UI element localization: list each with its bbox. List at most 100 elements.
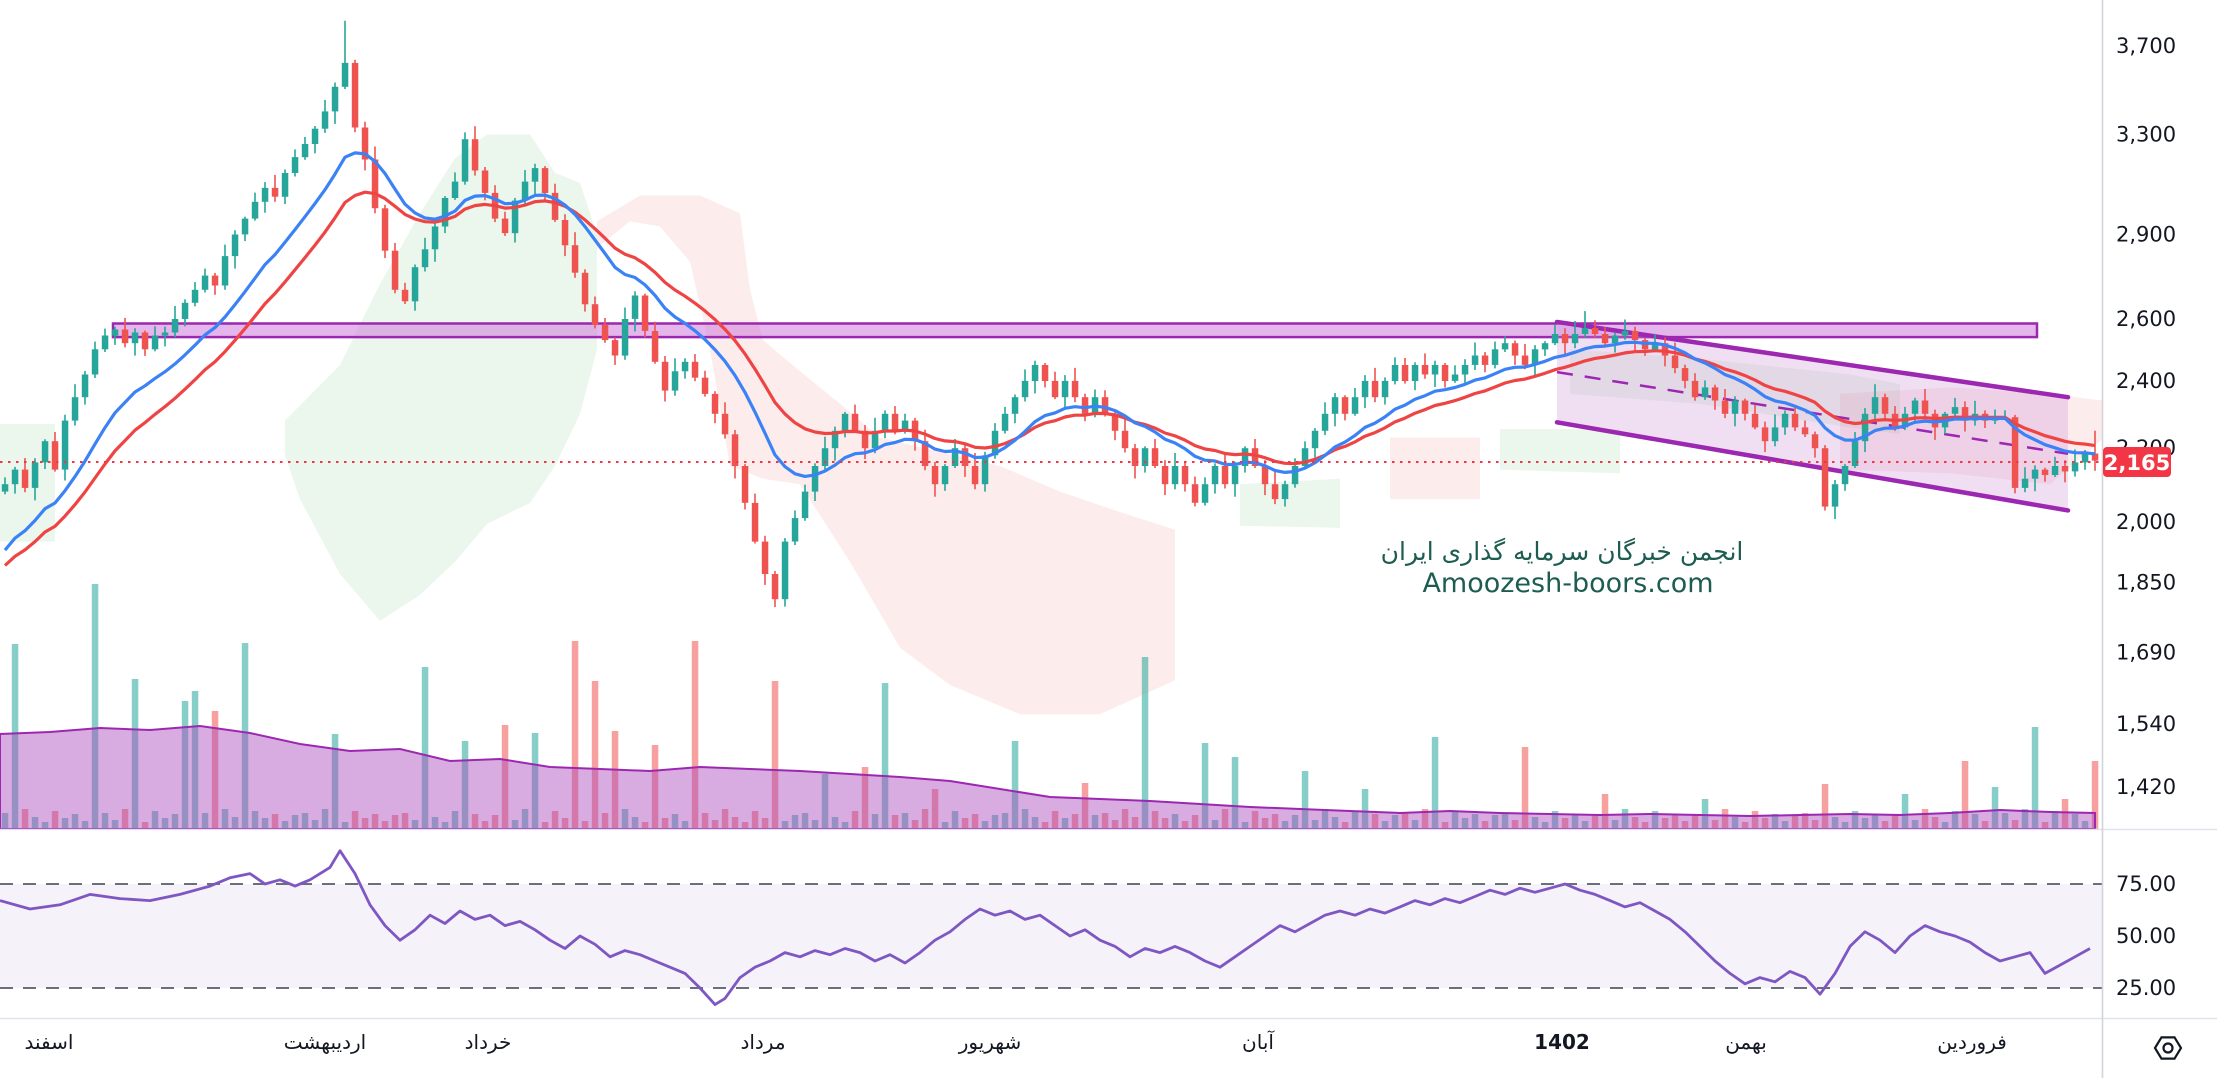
candle-body — [641, 295, 649, 331]
watermark-line-2: Amoozesh-boors.com — [1422, 568, 1713, 599]
volume-bar — [221, 809, 229, 829]
time-axis-label[interactable]: خرداد — [465, 1030, 512, 1054]
volume-bar — [1061, 818, 1069, 829]
volume-bar — [71, 814, 79, 829]
volume-bar — [1521, 747, 1529, 829]
price-pane[interactable]: انجمن خبرگان سرمایه گذاری ایران Amoozesh… — [0, 20, 2102, 829]
candle-body — [421, 249, 429, 268]
watermark: انجمن خبرگان سرمایه گذاری ایران Amoozesh… — [1381, 537, 1744, 599]
price-axis[interactable]: 3,7003,3002,9002,6002,4002,2002,0001,850… — [2101, 0, 2177, 1078]
volume-bar — [1341, 822, 1349, 829]
time-axis-label[interactable]: 1402 — [1534, 1030, 1590, 1054]
volume-bar — [1761, 818, 1769, 829]
volume-bar — [1951, 811, 1959, 829]
time-axis-label[interactable]: اردیبهشت — [284, 1030, 366, 1054]
cloud-green-area — [1500, 429, 1620, 474]
volume-bar — [1731, 817, 1739, 829]
candle-body — [451, 181, 459, 198]
candle-body — [1031, 365, 1039, 381]
hexagon-icon[interactable] — [2153, 1036, 2183, 1060]
candle-body — [841, 413, 849, 431]
candle-body — [71, 397, 79, 421]
candle-body — [731, 434, 739, 466]
time-axis-label[interactable]: شهریور — [958, 1030, 1022, 1054]
volume-bar — [821, 774, 829, 829]
candle-body — [201, 275, 209, 290]
volume-bar — [1481, 821, 1489, 829]
time-axis-label[interactable]: فروردین — [1937, 1030, 2007, 1054]
candle-body — [281, 173, 289, 197]
price-axis-label: 1,540 — [2116, 712, 2176, 736]
candle-body — [181, 302, 189, 319]
time-axis-label[interactable]: آبان — [1242, 1029, 1275, 1054]
volume-bar — [801, 813, 809, 829]
volume-bar — [891, 815, 899, 829]
volume-bar — [1021, 809, 1029, 829]
candle-body — [131, 332, 139, 344]
volume-bar — [531, 733, 539, 829]
volume-bar — [1221, 809, 1229, 829]
volume-bar — [451, 811, 459, 829]
candle-body — [851, 413, 859, 431]
volume-bar — [561, 818, 569, 829]
volume-bar — [201, 813, 209, 829]
rsi-pane[interactable] — [0, 849, 2102, 1006]
volume-bar — [91, 584, 99, 829]
candle-body — [91, 349, 99, 375]
candle-body — [691, 361, 699, 378]
volume-bar — [1041, 822, 1049, 829]
volume-bar — [1, 813, 9, 829]
candle-body — [1071, 380, 1079, 398]
candle-body — [961, 448, 969, 466]
volume-bar — [421, 667, 429, 829]
resistance-zone-rect[interactable] — [111, 322, 2039, 339]
candle-body — [551, 192, 559, 220]
candle-body — [981, 455, 989, 485]
candle-body — [151, 335, 159, 350]
candle-body — [1591, 328, 1599, 334]
candle-body — [211, 275, 219, 286]
candle-body — [1331, 397, 1339, 414]
candle-body — [1271, 484, 1279, 500]
candle-body — [1681, 368, 1689, 381]
time-axis-label[interactable]: مرداد — [740, 1030, 785, 1054]
pane-dividers[interactable] — [0, 828, 2217, 1020]
candle-body — [511, 200, 519, 234]
volume-bar — [1451, 811, 1459, 829]
volume-bar — [1311, 820, 1319, 829]
volume-bar — [411, 820, 419, 829]
volume-bar — [741, 822, 749, 829]
volume-bar — [1911, 820, 1919, 829]
volume-bar — [471, 814, 479, 829]
volume-bar — [1601, 794, 1609, 829]
channel-top-line[interactable] — [1554, 319, 2071, 400]
time-axis-label[interactable]: بهمن — [1725, 1030, 1767, 1054]
time-axis-label[interactable]: اسفند — [25, 1030, 74, 1054]
candle-body — [241, 218, 249, 235]
volume-bar — [171, 814, 179, 829]
volume-bar — [771, 681, 779, 829]
volume-bar — [2031, 727, 2039, 829]
time-axis[interactable]: اسفند اردیبهشت خرداد مرداد شهریور آبان 1402 بهم… — [25, 1029, 2007, 1054]
volume-bar — [701, 813, 709, 829]
candle-body — [631, 295, 639, 319]
candle-body — [1521, 355, 1529, 365]
candle-body — [1181, 466, 1189, 485]
candle-body — [271, 187, 279, 197]
volume-layer — [0, 584, 2099, 829]
volume-bar — [1251, 811, 1259, 829]
candle-body — [371, 159, 379, 209]
candle-body — [1081, 397, 1089, 414]
volume-bar — [121, 809, 129, 829]
volume-bar — [401, 813, 409, 829]
volume-bar — [1621, 809, 1629, 829]
channel-bottom-line[interactable] — [1554, 420, 2071, 513]
volume-bar — [291, 815, 299, 829]
volume-bar — [631, 817, 639, 829]
candle-body — [1431, 365, 1439, 375]
manage-panes-icon[interactable] — [2153, 1036, 2183, 1060]
volume-bar — [81, 821, 89, 829]
candle-body — [471, 139, 479, 171]
candle-body — [501, 218, 509, 234]
candle-body — [1051, 380, 1059, 398]
